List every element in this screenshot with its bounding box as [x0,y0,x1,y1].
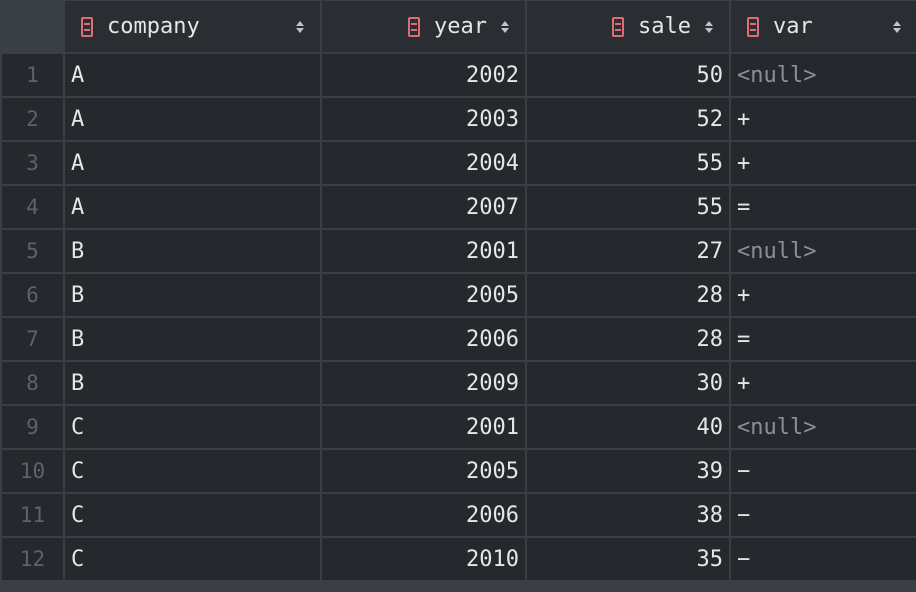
cell-sale[interactable]: 55 [527,186,729,228]
table-row[interactable]: 6 B 2005 28 + [2,274,916,316]
cell-year[interactable]: 2002 [322,54,525,96]
cell-sale[interactable]: 38 [527,494,729,536]
row-number: 5 [2,230,63,272]
column-header-var[interactable]: var [731,1,916,52]
cell-company[interactable]: C [65,538,320,580]
row-number: 2 [2,98,63,140]
sort-icon[interactable] [501,20,509,33]
column-header-label: company [107,14,200,39]
table-row[interactable]: 11 C 2006 38− [2,494,916,536]
cell-var[interactable]: + [731,142,916,184]
row-number: 8 [2,362,63,404]
cell-var[interactable]: = [731,318,916,360]
column-header-sale[interactable]: sale [527,1,729,52]
row-number: 12 [2,538,63,580]
sort-icon[interactable] [705,20,713,33]
cell-company[interactable]: B [65,274,320,316]
column-header-company[interactable]: company [65,1,320,52]
table-row[interactable]: 5 B 2001 27 <null> [2,230,916,272]
table-row[interactable]: 7 B 2006 28 = [2,318,916,360]
cell-year[interactable]: 2010 [322,538,525,580]
cell-var[interactable]: − [731,494,916,536]
cell-var[interactable]: <null> [731,54,916,96]
cell-company[interactable]: C [65,494,320,536]
cell-var[interactable]: − [731,538,916,580]
table-row[interactable]: 12 C 2010 35− [2,538,916,580]
column-icon [747,16,759,37]
cell-var[interactable]: + [731,274,916,316]
column-header-label: year [434,14,487,39]
cell-year[interactable]: 2004 [322,142,525,184]
cell-sale[interactable]: 55 [527,142,729,184]
cell-var[interactable]: − [731,450,916,492]
row-number: 3 [2,142,63,184]
table-row[interactable]: 2 A 2003 52 + [2,98,916,140]
cell-sale[interactable]: 40 [527,406,729,448]
cell-sale[interactable]: 50 [527,54,729,96]
select-all-corner[interactable] [2,1,63,52]
cell-var[interactable]: <null> [731,406,916,448]
row-number: 1 [2,54,63,96]
column-header-label: sale [638,14,691,39]
table-body: 1 A 2002 50 <null> 2 A 2003 52 +3 A 2004 55 +4 A 2007 55… [0,54,916,580]
cell-sale[interactable]: 52 [527,98,729,140]
column-header-label: var [773,14,813,39]
row-number: 7 [2,318,63,360]
cell-year[interactable]: 2001 [322,406,525,448]
table-row[interactable]: 8 B 2009 30 + [2,362,916,404]
cell-year[interactable]: 2005 [322,450,525,492]
column-icon [81,16,93,37]
cell-company[interactable]: A [65,98,320,140]
cell-year[interactable]: 2006 [322,318,525,360]
cell-company[interactable]: A [65,54,320,96]
cell-year[interactable]: 2006 [322,494,525,536]
cell-var[interactable]: <null> [731,230,916,272]
cell-year[interactable]: 2003 [322,98,525,140]
cell-company[interactable]: A [65,186,320,228]
cell-year[interactable]: 2001 [322,230,525,272]
table-row[interactable]: 9 C 2001 40 <null> [2,406,916,448]
cell-year[interactable]: 2005 [322,274,525,316]
cell-var[interactable]: = [731,186,916,228]
cell-var[interactable]: + [731,98,916,140]
cell-sale[interactable]: 35 [527,538,729,580]
cell-sale[interactable]: 27 [527,230,729,272]
cell-company[interactable]: C [65,450,320,492]
row-number: 9 [2,406,63,448]
cell-company[interactable]: B [65,230,320,272]
sort-icon[interactable] [296,20,304,33]
cell-company[interactable]: B [65,318,320,360]
sort-icon[interactable] [893,20,901,33]
cell-sale[interactable]: 28 [527,274,729,316]
table-row[interactable]: 4 A 2007 55 = [2,186,916,228]
header-row: company year sale var [2,1,916,52]
cell-company[interactable]: C [65,406,320,448]
table-row[interactable]: 10 C 2005 39− [2,450,916,492]
cell-year[interactable]: 2007 [322,186,525,228]
cell-sale[interactable]: 28 [527,318,729,360]
table-row[interactable]: 3 A 2004 55 + [2,142,916,184]
column-icon [612,16,625,37]
row-number: 11 [2,494,63,536]
row-number: 6 [2,274,63,316]
column-header-year[interactable]: year [322,1,525,52]
cell-company[interactable]: A [65,142,320,184]
cell-sale[interactable]: 39 [527,450,729,492]
cell-sale[interactable]: 30 [527,362,729,404]
row-number: 4 [2,186,63,228]
row-number: 10 [2,450,63,492]
column-icon [408,16,421,37]
cell-company[interactable]: B [65,362,320,404]
cell-var[interactable]: + [731,362,916,404]
cell-year[interactable]: 2009 [322,362,525,404]
table-row[interactable]: 1 A 2002 50 <null> [2,54,916,96]
